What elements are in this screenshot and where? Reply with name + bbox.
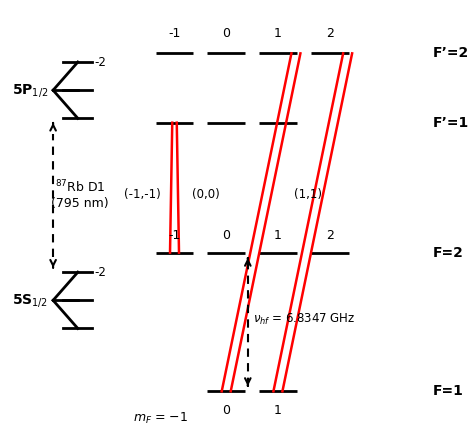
Text: 2: 2 [326, 27, 334, 40]
Text: -2: -2 [94, 55, 106, 68]
Text: (1,1): (1,1) [294, 187, 322, 201]
Text: F’=1: F’=1 [433, 116, 469, 129]
Text: F=1: F=1 [433, 384, 464, 399]
Text: 5P$_{1/2}$: 5P$_{1/2}$ [12, 82, 49, 99]
Text: 1: 1 [274, 27, 282, 40]
Text: 5S$_{1/2}$: 5S$_{1/2}$ [12, 292, 49, 309]
Text: 2: 2 [326, 229, 334, 242]
Text: F’=2: F’=2 [433, 46, 469, 60]
Text: -1: -1 [168, 229, 181, 242]
Text: (-1,-1): (-1,-1) [124, 187, 161, 201]
Text: $\nu_{hf}$ = 6.8347 GHz: $\nu_{hf}$ = 6.8347 GHz [253, 312, 356, 327]
Text: F=2: F=2 [433, 245, 464, 260]
Text: -1: -1 [168, 27, 181, 40]
Text: (0,0): (0,0) [191, 187, 219, 201]
Text: 1: 1 [274, 229, 282, 242]
Text: 1: 1 [274, 404, 282, 417]
Text: -2: -2 [94, 266, 106, 279]
Text: $m_F$ = $-$1: $m_F$ = $-$1 [133, 411, 189, 426]
Text: 0: 0 [222, 27, 230, 40]
Text: 0: 0 [222, 404, 230, 417]
Text: 0: 0 [222, 229, 230, 242]
Text: $^{87}$Rb D1
(795 nm): $^{87}$Rb D1 (795 nm) [51, 178, 109, 210]
